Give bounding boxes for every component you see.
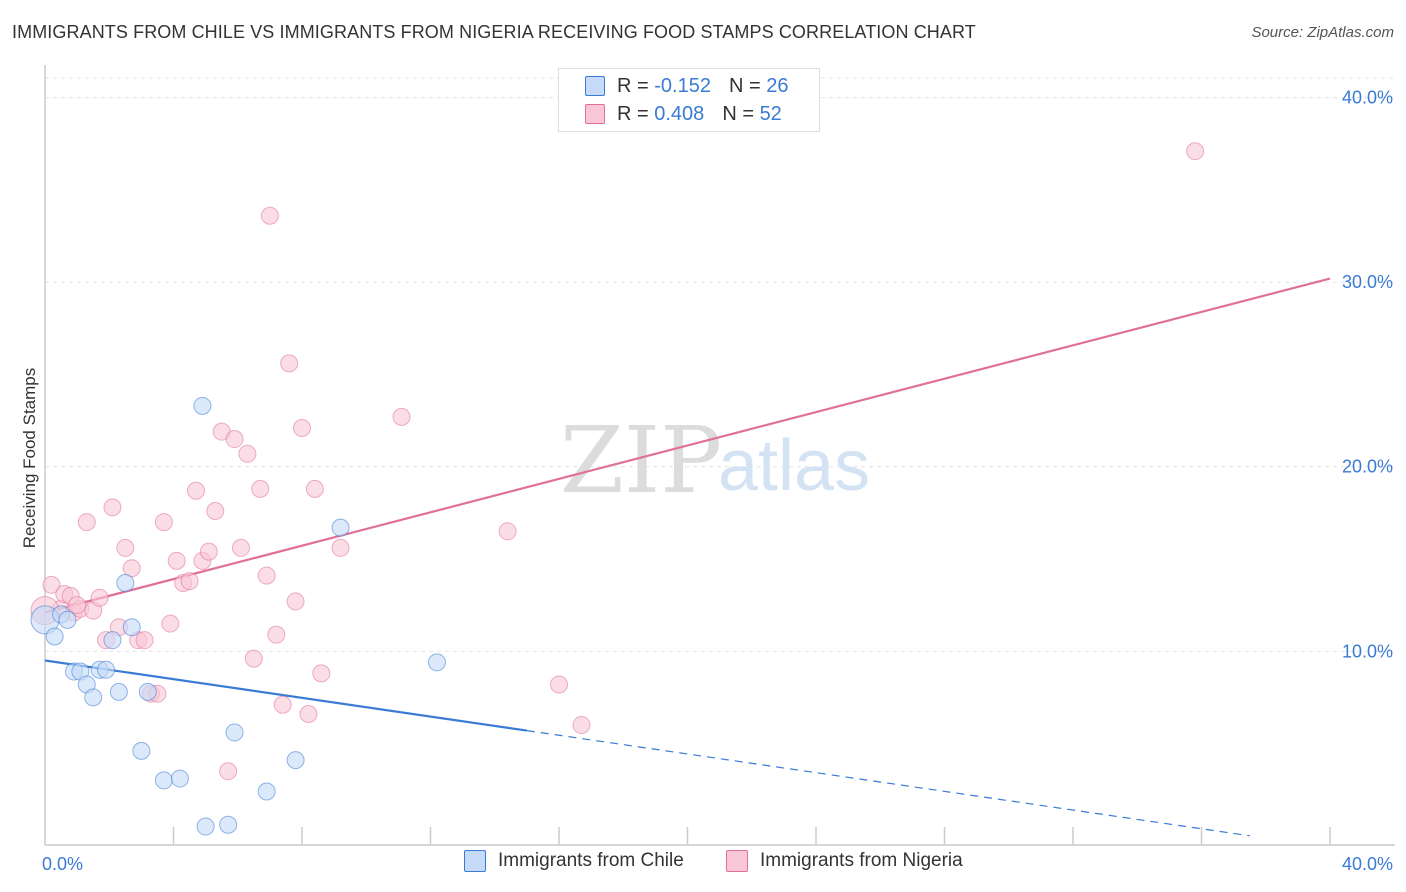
nigeria-point-15 [135,631,154,650]
chile-point-12 [116,573,135,592]
chile-legend-swatch [464,850,486,872]
nigeria-point-34 [257,566,276,585]
correlation-legend: R = -0.152 N = 26 R = 0.408 N = 52 [558,68,820,132]
chile-r-value: -0.152 [654,74,711,97]
nigeria-n-label: N = [722,102,754,125]
legend-row-chile: R = -0.152 N = 26 [585,72,788,100]
nigeria-point-37 [273,695,292,714]
trend-lines [44,277,1331,837]
chile-point-16 [154,771,173,790]
chile-n-label: N = [728,74,761,97]
nigeria-point-48 [572,716,591,735]
chile-point-9 [97,660,116,679]
chile-point-18 [193,396,212,415]
watermark-zip: ZIP [560,407,722,514]
nigeria-point-0 [42,575,61,594]
nigeria-point-42 [305,479,324,498]
nigeria-r-label: R = [617,102,649,125]
chile-legend-label: Immigrants from Chile [498,850,684,871]
nigeria-point-22 [180,572,199,591]
nigeria-r-value: 0.408 [654,102,705,125]
nigeria-point-39 [286,592,305,611]
chile-point-11 [109,682,128,701]
chile-point-17 [170,769,189,788]
chile-trend-extension [526,730,1250,837]
grid-lines [45,77,1395,652]
chile-point-7 [84,688,103,707]
chile-point-14 [132,741,151,760]
nigeria-point-49 [1186,142,1205,161]
chile-point-10 [103,631,122,650]
nigeria-point-46 [498,522,517,541]
chile-point-15 [138,682,157,701]
y-axis-title: Receiving Food Stamps [20,368,39,548]
nigeria-point-43 [312,664,331,683]
nigeria-legend-label: Immigrants from Nigeria [760,850,963,871]
nigeria-point-26 [206,502,225,521]
nigeria-legend-swatch [726,850,748,872]
nigeria-point-35 [260,206,279,225]
nigeria-point-33 [251,479,270,498]
nigeria-point-20 [167,551,186,570]
bottom-legend-nigeria: Immigrants from Nigeria [726,850,963,872]
nigeria-point-12 [116,538,135,557]
nigeria-point-45 [392,407,411,426]
nigeria-point-10 [103,498,122,517]
y-tick-label-40: 40.0% [1342,88,1393,108]
chile-point-23 [286,751,305,770]
x-tick-label-max: 40.0% [1342,854,1393,874]
nigeria-n-value: 52 [759,102,782,125]
chile-swatch [585,76,605,96]
chile-r-label: R = [617,74,649,97]
chile-point-13 [122,618,141,637]
chile-point-25 [427,653,446,672]
nigeria-point-38 [280,354,299,373]
nigeria-point-51 [68,596,87,615]
watermark-atlas: atlas [718,426,870,506]
chart-title: IMMIGRANTS FROM CHILE VS IMMIGRANTS FROM… [12,22,976,42]
nigeria-point-8 [90,588,109,607]
nigeria-point-41 [299,704,318,723]
nigeria-point-31 [238,444,257,463]
chile-point-1 [45,627,64,646]
y-tick-label-10: 10.0% [1342,641,1393,661]
chile-point-21 [225,723,244,742]
nigeria-point-18 [154,513,173,532]
nigeria-point-47 [550,675,568,694]
chile-point-19 [196,817,215,836]
nigeria-point-23 [186,481,205,500]
axes [44,65,1395,846]
legend-row-nigeria: R = 0.408 N = 52 [585,100,782,128]
nigeria-point-29 [225,430,244,449]
chile-point-24 [331,518,350,537]
y-tick-label-20: 20.0% [1342,457,1393,477]
nigeria-point-44 [331,538,350,557]
nigeria-swatch [585,104,605,124]
nigeria-point-30 [231,538,250,557]
nigeria-point-25 [199,542,218,561]
nigeria-point-6 [77,513,96,532]
chile-n-value: 26 [766,74,789,97]
axis-labels: 10.0% 20.0% 30.0% 40.0% 0.0% 40.0% Receiving F… [20,88,1393,874]
nigeria-point-28 [219,762,238,781]
nigeria-point-32 [244,649,263,668]
source-label: Source: ZipAtlas.com [1251,24,1394,41]
chile-point-3 [58,610,77,629]
chile-point-22 [257,782,276,801]
nigeria-point-19 [161,614,180,633]
chile-point-20 [219,815,238,834]
nigeria-trend-line [44,277,1331,614]
bottom-legend-chile: Immigrants from Chile [464,850,684,872]
chile-trend-line [44,659,528,732]
x-tick-label-min: 0.0% [42,854,83,874]
nigeria-point-36 [267,625,286,644]
data-points [30,142,1205,836]
nigeria-point-40 [293,418,311,437]
y-tick-label-30: 30.0% [1342,272,1393,292]
